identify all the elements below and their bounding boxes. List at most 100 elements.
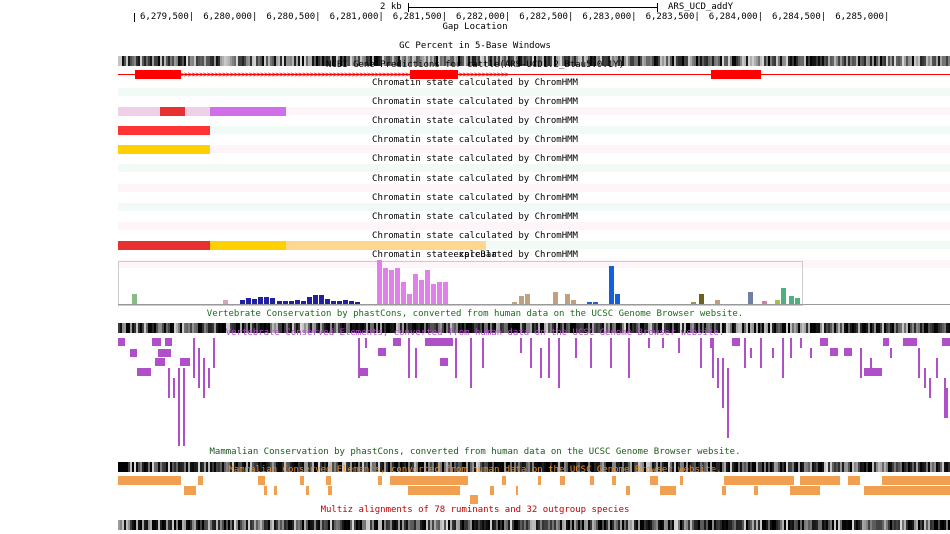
exprebar-bar[interactable]	[377, 260, 382, 304]
exprebar-bar[interactable]	[781, 288, 786, 304]
vertebrate-conserved-element[interactable]	[540, 348, 542, 378]
vertebrate-conserved-element[interactable]	[180, 358, 190, 366]
exprebar-bar[interactable]	[593, 302, 598, 304]
vertebrate-conserved-element[interactable]	[358, 338, 360, 378]
gene-exon-2[interactable]	[410, 70, 458, 79]
vertebrate-conserved-element[interactable]	[610, 338, 612, 368]
vertebrate-conserved-element[interactable]	[800, 338, 802, 348]
mammalian-conserved-element[interactable]	[626, 486, 630, 495]
exprebar-bar[interactable]	[337, 301, 342, 304]
exprebar-bar[interactable]	[343, 300, 348, 304]
vertebrate-conserved-element[interactable]	[944, 378, 946, 418]
exprebar-bar[interactable]	[132, 294, 137, 304]
exprebar-bar[interactable]	[419, 280, 424, 304]
vertebrate-conserved-element[interactable]	[178, 368, 180, 446]
vertebrate-conserved-element[interactable]	[155, 358, 165, 366]
vertebrate-conserved-element[interactable]	[712, 348, 714, 378]
mammalian-conserved-element[interactable]	[184, 486, 196, 495]
vertebrate-conserved-element[interactable]	[440, 358, 448, 366]
exprebar-bar[interactable]	[699, 294, 704, 304]
chromhmm-track-label[interactable]: Chromatin state calculated by ChromHMM	[372, 211, 578, 222]
exprebar-bar[interactable]	[525, 294, 530, 304]
vertebrate-conserved-element[interactable]	[860, 348, 862, 378]
mammalian-conserved-element[interactable]	[502, 476, 506, 485]
exprebar-frame[interactable]	[118, 261, 803, 306]
mammalian-conserved-element[interactable]	[848, 476, 860, 485]
vertebrate-conserved-element[interactable]	[198, 348, 200, 388]
mammalian-elements-label[interactable]: Mammalian Conserved Elements, converted …	[228, 465, 722, 475]
vertebrate-conserved-element[interactable]	[936, 358, 938, 378]
mammalian-conserved-element[interactable]	[590, 476, 594, 485]
gc-track-label[interactable]: GC Percent in 5-Base Windows	[399, 41, 551, 51]
chromhmm-track-label[interactable]: Chromatin state calculated by ChromHMM	[372, 116, 578, 127]
exprebar-bar[interactable]	[431, 284, 436, 304]
exprebar-bar[interactable]	[325, 299, 330, 304]
exprebar-bar[interactable]	[283, 301, 288, 304]
vertebrate-conserved-element[interactable]	[790, 338, 792, 358]
exprebar-bar[interactable]	[762, 301, 767, 304]
mammalian-conserved-element[interactable]	[198, 476, 203, 485]
mammalian-conserved-element[interactable]	[326, 476, 331, 485]
vertebrate-conserved-element[interactable]	[165, 338, 172, 346]
vertebrate-conserved-element[interactable]	[662, 338, 664, 348]
vertebrate-conserved-element[interactable]	[193, 338, 195, 378]
vertebrate-conserved-element[interactable]	[750, 348, 752, 358]
vertebrate-conserved-element[interactable]	[408, 338, 410, 378]
exprebar-bar[interactable]	[307, 297, 312, 304]
chromhmm-track-label[interactable]: Chromatin state calculated by ChromHMM	[372, 135, 578, 146]
vertebrate-conserved-element[interactable]	[830, 348, 838, 356]
mammalian-conserved-element[interactable]	[800, 476, 840, 485]
mammalian-conserved-element[interactable]	[724, 476, 794, 485]
chromhmm-state-segment[interactable]	[118, 240, 210, 250]
vertebrate-conserved-element[interactable]	[727, 368, 729, 438]
mammalian-conserved-element[interactable]	[274, 486, 277, 495]
exprebar-bar[interactable]	[246, 298, 251, 304]
mammalian-conserved-element[interactable]	[470, 495, 478, 504]
gap-track-label[interactable]: Gap Location	[442, 22, 508, 32]
vertebrate-conservation-label[interactable]: Vertebrate Conservation by phastCons, co…	[206, 309, 744, 319]
mammalian-conserved-element[interactable]	[650, 476, 658, 485]
mammalian-conserved-element[interactable]	[328, 486, 332, 495]
vertebrate-conserved-element[interactable]	[415, 348, 417, 378]
chromhmm-state-segment[interactable]	[286, 240, 486, 250]
vertebrate-conserved-element[interactable]	[844, 348, 852, 356]
mammalian-conserved-element[interactable]	[882, 476, 950, 485]
mammalian-conserved-element[interactable]	[722, 486, 726, 495]
vertebrate-conserved-element[interactable]	[744, 338, 746, 368]
exprebar-bar[interactable]	[407, 294, 412, 304]
exprebar-bar[interactable]	[270, 298, 275, 304]
vertebrate-conserved-element[interactable]	[137, 368, 151, 376]
exprebar-bar[interactable]	[615, 294, 620, 304]
vertebrate-conserved-element[interactable]	[924, 368, 926, 388]
gene-exon-1[interactable]	[135, 70, 181, 79]
mammalian-conserved-element[interactable]	[378, 476, 382, 485]
vertebrate-conserved-element[interactable]	[918, 348, 920, 378]
chromhmm-track-label[interactable]: Chromatin state calculated by ChromHMM	[372, 78, 578, 88]
exprebar-bar[interactable]	[289, 301, 294, 304]
vertebrate-conserved-element[interactable]	[648, 338, 650, 348]
vertebrate-conserved-element[interactable]	[722, 358, 724, 408]
vertebrate-conserved-element[interactable]	[152, 338, 161, 346]
exprebar-bar[interactable]	[609, 266, 614, 304]
vertebrate-conserved-element[interactable]	[455, 338, 457, 378]
exprebar-bar[interactable]	[519, 296, 524, 304]
mammalian-conserved-element[interactable]	[680, 476, 683, 485]
gene-track-label[interactable]: NCBI Gene Predictions for cattle(ARS-UCD…	[325, 60, 624, 70]
vertebrate-conserved-element[interactable]	[772, 348, 774, 358]
vertebrate-conserved-element[interactable]	[520, 338, 522, 353]
chromhmm-state-segment[interactable]	[160, 107, 185, 117]
exprebar-bar[interactable]	[389, 270, 394, 304]
mammalian-conserved-element[interactable]	[408, 486, 460, 495]
chromhmm-state-segment[interactable]	[210, 240, 286, 250]
vertebrate-conserved-element[interactable]	[903, 338, 917, 346]
exprebar-bar[interactable]	[691, 302, 696, 304]
chromhmm-state-segment[interactable]	[185, 107, 210, 117]
mammalian-conserved-element[interactable]	[490, 486, 494, 495]
vertebrate-conserved-element[interactable]	[360, 368, 368, 376]
chromhmm-track-label[interactable]: Chromatin state calculated by ChromHMM	[372, 97, 578, 108]
exprebar-bar[interactable]	[789, 296, 794, 304]
exprebar-bar[interactable]	[775, 300, 780, 304]
vertebrate-conservation-track[interactable]	[118, 318, 950, 333]
mammalian-conserved-element[interactable]	[864, 486, 950, 495]
exprebar-bar[interactable]	[301, 301, 306, 304]
